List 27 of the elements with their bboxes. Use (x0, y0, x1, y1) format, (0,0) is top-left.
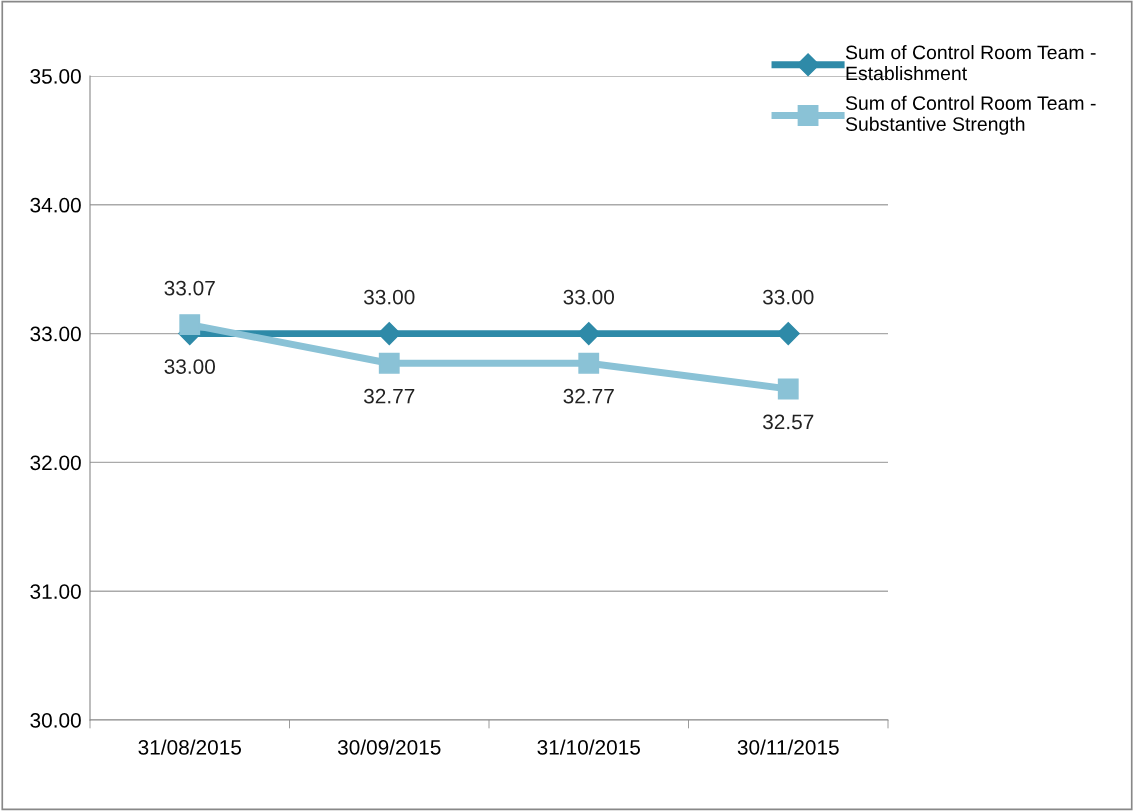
point (378, 352, 400, 374)
y-tick-label: 31.00 (30, 584, 81, 599)
data-label: 32.77 (563, 388, 614, 404)
data-label: 32.77 (363, 388, 415, 404)
point (179, 314, 201, 336)
point (776, 322, 800, 346)
x-tick-label: 31/08/2015 (138, 739, 242, 755)
y-tick-label: 32.00 (30, 455, 81, 471)
data-label: 33.00 (563, 289, 614, 305)
point (578, 352, 600, 374)
point (777, 378, 799, 400)
data-label: 33.00 (363, 289, 415, 305)
legend-label: Sum of Control Room Team - Substantive Strength (845, 95, 1096, 135)
x-tick-label: 31/10/2015 (537, 739, 641, 755)
x-tick-label: 30/09/2015 (337, 739, 441, 755)
y-tick-label: 33.00 (30, 326, 81, 342)
data-label: 33.07 (164, 280, 215, 296)
data-label: 33.00 (762, 289, 814, 305)
y-tick-label: 30.00 (30, 713, 81, 728)
legend-label: Sum of Control Room Team - Establishment (845, 45, 1096, 81)
point (577, 322, 601, 346)
x-tick-label: 30/11/2015 (737, 739, 839, 755)
y-tick-label: 34.00 (30, 197, 81, 213)
data-label: 33.00 (164, 359, 215, 374)
point (377, 322, 401, 346)
data-label: 32.57 (762, 414, 814, 430)
y-tick-label: 35.00 (30, 69, 81, 84)
